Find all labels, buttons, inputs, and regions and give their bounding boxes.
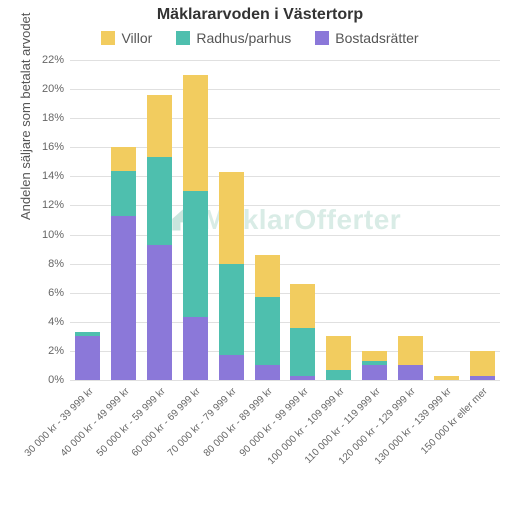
y-tick-label: 2% bbox=[48, 345, 64, 357]
x-tick-label: 70 000 kr - 79 999 kr bbox=[166, 386, 239, 459]
bar-segment-bostadsratter bbox=[183, 317, 208, 380]
legend-swatch-villor bbox=[101, 31, 115, 45]
x-tick-label: 40 000 kr - 49 999 kr bbox=[58, 386, 131, 459]
bar-segment-radhus bbox=[326, 370, 351, 380]
y-tick-label: 18% bbox=[42, 112, 64, 124]
bar-group bbox=[183, 75, 208, 380]
bar-segment-radhus bbox=[255, 297, 280, 365]
bar-segment-villor bbox=[326, 336, 351, 369]
chart-legend: Villor Radhus/parhus Bostadsrätter bbox=[0, 30, 520, 46]
y-tick-label: 16% bbox=[42, 141, 64, 153]
y-tick-label: 10% bbox=[42, 229, 64, 241]
bar-segment-villor bbox=[470, 351, 495, 376]
bar-segment-bostadsratter bbox=[219, 355, 244, 380]
bar-segment-radhus bbox=[290, 328, 315, 376]
bar-segment-radhus bbox=[183, 191, 208, 318]
legend-swatch-bostadsratter bbox=[315, 31, 329, 45]
y-tick-label: 20% bbox=[42, 83, 64, 95]
bar-group bbox=[434, 376, 459, 380]
plot-area: MäklarOfferter 0%2%4%6%8%10%12%14%16%18%… bbox=[70, 60, 500, 380]
bar-group bbox=[219, 172, 244, 380]
bar-segment-bostadsratter bbox=[398, 365, 423, 380]
y-tick-label: 4% bbox=[48, 316, 64, 328]
bar-group bbox=[362, 351, 387, 380]
bar-segment-villor bbox=[219, 172, 244, 264]
x-tick-label: 30 000 kr - 39 999 kr bbox=[23, 386, 96, 459]
bar-segment-bostadsratter bbox=[362, 365, 387, 380]
bar-segment-bostadsratter bbox=[470, 376, 495, 380]
bar-group bbox=[75, 332, 100, 380]
legend-label: Bostadsrätter bbox=[335, 30, 418, 46]
x-tick-label: 50 000 kr - 59 999 kr bbox=[94, 386, 167, 459]
bar-segment-villor bbox=[147, 95, 172, 158]
chart-container: Mäklararvoden i Västertorp Villor Radhus… bbox=[0, 0, 520, 520]
bar-segment-bostadsratter bbox=[147, 245, 172, 380]
bar-segment-bostadsratter bbox=[75, 336, 100, 380]
bar-segment-villor bbox=[255, 255, 280, 297]
bar-group bbox=[290, 284, 315, 380]
bar-group bbox=[111, 147, 136, 380]
legend-label: Villor bbox=[121, 30, 152, 46]
gridline bbox=[70, 380, 500, 381]
bar-segment-radhus bbox=[147, 157, 172, 244]
y-axis-label: Andelen säljare som betalat arvodet bbox=[18, 13, 33, 220]
legend-label: Radhus/parhus bbox=[196, 30, 291, 46]
y-tick-label: 8% bbox=[48, 258, 64, 270]
bar-segment-radhus bbox=[111, 171, 136, 216]
legend-swatch-radhus bbox=[176, 31, 190, 45]
legend-item-radhus: Radhus/parhus bbox=[176, 30, 291, 46]
bar-group bbox=[470, 351, 495, 380]
x-tick-label: 150 000 kr eller mer bbox=[419, 386, 490, 457]
bar-segment-bostadsratter bbox=[290, 376, 315, 380]
y-tick-label: 0% bbox=[48, 374, 64, 386]
y-tick-label: 14% bbox=[42, 170, 64, 182]
y-tick-label: 12% bbox=[42, 199, 64, 211]
bar-segment-villor bbox=[362, 351, 387, 361]
y-tick-label: 6% bbox=[48, 287, 64, 299]
bar-group bbox=[255, 255, 280, 380]
x-tick-label: 80 000 kr - 89 999 kr bbox=[202, 386, 275, 459]
gridline bbox=[70, 60, 500, 61]
bar-segment-villor bbox=[398, 336, 423, 365]
gridline bbox=[70, 118, 500, 119]
bar-segment-radhus bbox=[219, 264, 244, 356]
bar-group bbox=[398, 336, 423, 380]
gridline bbox=[70, 89, 500, 90]
bar-segment-bostadsratter bbox=[255, 365, 280, 380]
bar-segment-villor bbox=[183, 75, 208, 191]
bar-segment-villor bbox=[290, 284, 315, 328]
bar-group bbox=[147, 95, 172, 380]
x-tick-label: 60 000 kr - 69 999 kr bbox=[130, 386, 203, 459]
bar-segment-villor bbox=[111, 147, 136, 170]
bar-segment-bostadsratter bbox=[111, 216, 136, 380]
legend-item-bostadsratter: Bostadsrätter bbox=[315, 30, 418, 46]
chart-title: Mäklararvoden i Västertorp bbox=[0, 0, 520, 24]
y-tick-label: 22% bbox=[42, 54, 64, 66]
x-tick-label: 90 000 kr - 99 999 kr bbox=[238, 386, 311, 459]
bar-segment-villor bbox=[434, 376, 459, 380]
bar-group bbox=[326, 336, 351, 380]
legend-item-villor: Villor bbox=[101, 30, 152, 46]
